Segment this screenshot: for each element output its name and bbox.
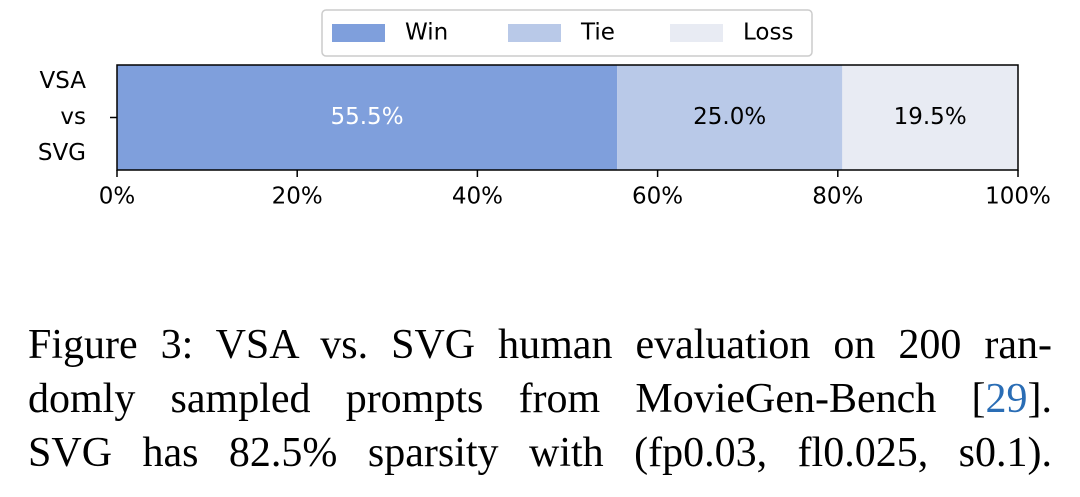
caption-text: domly sampled prompts from MovieGen-Benc…: [28, 376, 986, 422]
legend-label: Win: [405, 20, 448, 46]
x-tick-label: 40%: [452, 184, 503, 210]
x-tick-label: 20%: [272, 184, 323, 210]
data-label: 19.5%: [894, 104, 967, 130]
bar-segment: [117, 65, 618, 170]
caption-line: Figure 3: VSA vs. SVG human evaluation o…: [28, 318, 1052, 372]
caption-line: domly sampled prompts from MovieGen-Benc…: [28, 372, 1052, 426]
legend-label: Tie: [580, 20, 615, 46]
caption-line: SVG has 82.5% sparsity with (fp0.03, fl0…: [28, 426, 1052, 480]
x-tick-label: 80%: [812, 184, 863, 210]
caption-text: Figure 3: VSA vs. SVG human evaluation o…: [28, 322, 1052, 368]
legend-box: [321, 9, 813, 57]
citation-link[interactable]: 29: [985, 376, 1028, 422]
x-tick-label: 0%: [99, 184, 136, 210]
data-label: 55.5%: [330, 104, 403, 130]
legend-swatch: [332, 24, 385, 42]
x-tick-label: 60%: [632, 184, 683, 210]
caption-text: ].: [1027, 376, 1053, 422]
data-label: 25.0%: [693, 104, 766, 130]
chart: 55.5% 25.0% 19.5% 0% 20% 40% 60% 80% 100% Win Tie L…: [99, 9, 1051, 210]
legend-label: Loss: [743, 20, 793, 46]
y-tick-label: VSA vs SVG: [37, 68, 86, 166]
legend-swatch: [508, 24, 561, 42]
bar-segment: [617, 65, 843, 170]
x-tick-label: 100%: [985, 184, 1051, 210]
caption-text: SVG has 82.5% sparsity with (fp0.03, fl0…: [28, 430, 1052, 476]
caption: Figure 3: VSA vs. SVG human evaluation o…: [28, 318, 1052, 480]
legend-swatch: [670, 24, 723, 42]
bar-segment: [842, 65, 1018, 170]
